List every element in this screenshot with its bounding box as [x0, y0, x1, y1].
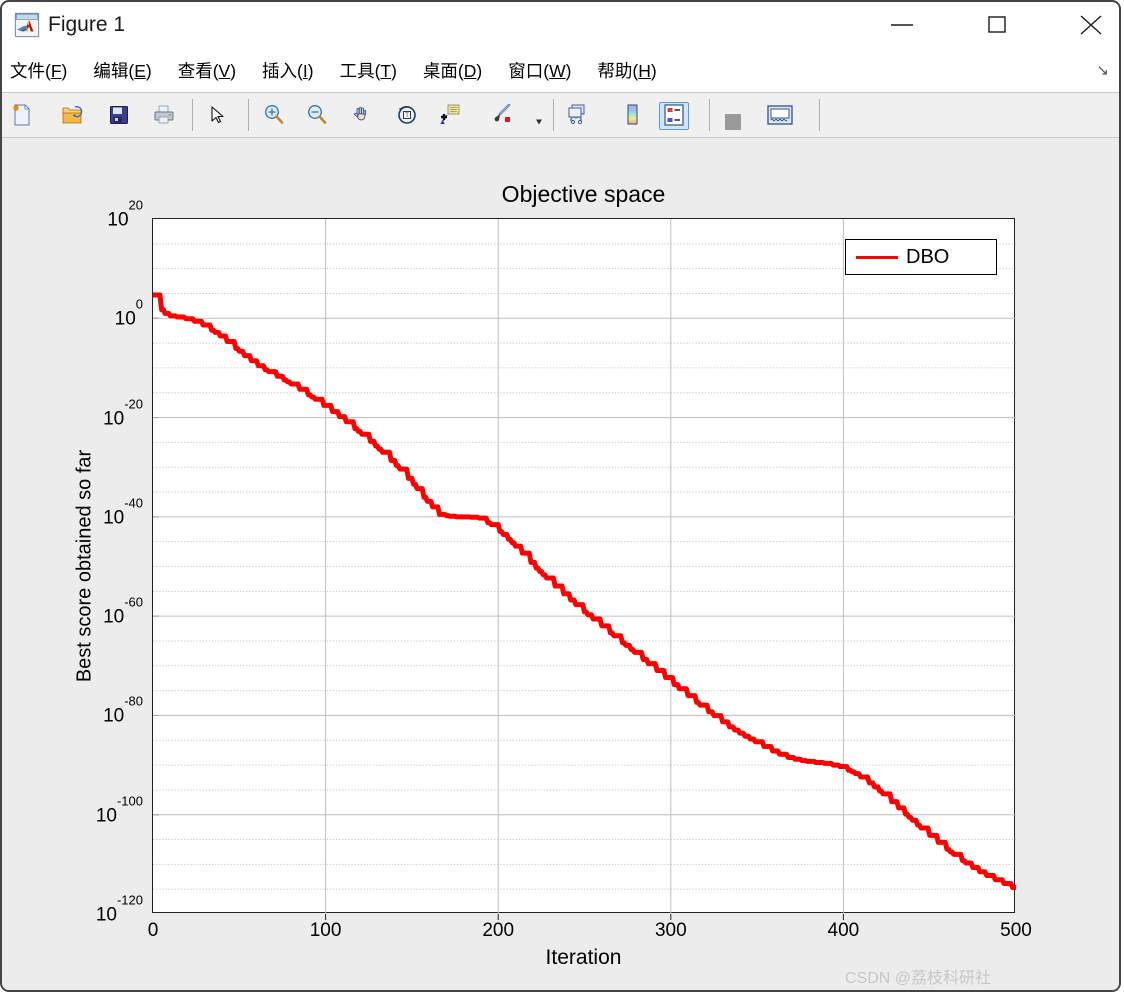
- svg-text:T: T: [405, 113, 409, 119]
